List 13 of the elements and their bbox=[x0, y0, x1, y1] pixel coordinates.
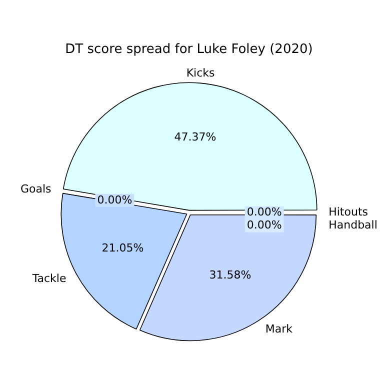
category-label: Handball bbox=[328, 218, 378, 232]
text: 0.00% bbox=[246, 206, 282, 219]
slice-label: Tackle bbox=[31, 272, 66, 286]
text: 0.00% bbox=[246, 218, 282, 232]
slice-label: Mark bbox=[265, 322, 294, 336]
data-label: 47.37% bbox=[174, 130, 216, 144]
slice-label: Kicks bbox=[186, 66, 215, 80]
chart-title: DT score spread for Luke Foley (2020) bbox=[65, 42, 313, 58]
text: 0.00% bbox=[97, 193, 132, 206]
data-label: 31.58% bbox=[209, 268, 252, 282]
data-label: 21.05% bbox=[102, 242, 144, 255]
category-label: Hitouts bbox=[328, 206, 368, 219]
category-label: Goals bbox=[20, 182, 52, 196]
